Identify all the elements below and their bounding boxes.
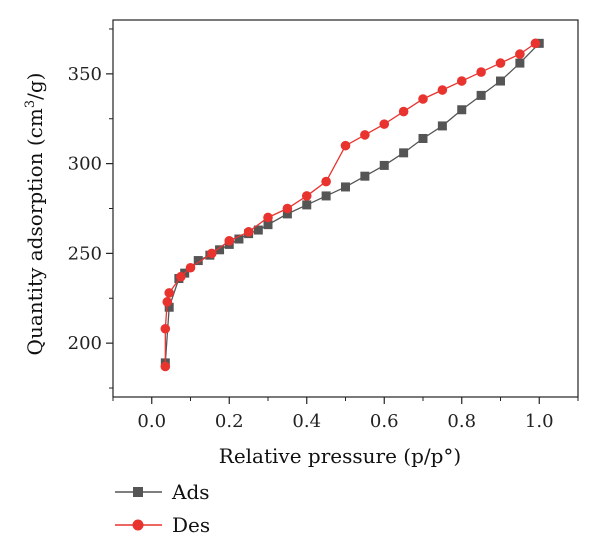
- data-point-ads: [234, 234, 244, 244]
- series-des: [160, 38, 541, 372]
- data-point-ads: [515, 58, 525, 68]
- data-point-ads: [418, 133, 428, 143]
- y-tick-label: 200: [68, 333, 102, 354]
- data-point-des: [162, 297, 173, 307]
- legend-label-des: Des: [172, 513, 210, 537]
- data-point-des: [418, 94, 428, 104]
- y-tick-label: 250: [68, 243, 102, 264]
- plot-frame: [112, 19, 579, 398]
- data-point-ads: [253, 225, 263, 235]
- x-axis-title: Relative pressure (p/p°): [219, 444, 461, 468]
- data-point-des: [515, 49, 525, 59]
- data-point-ads: [302, 200, 312, 210]
- data-point-des: [321, 176, 331, 187]
- data-point-des: [379, 119, 390, 129]
- data-point-des: [360, 130, 370, 140]
- legend-marker-des: [132, 519, 144, 531]
- data-point-des: [437, 85, 448, 95]
- data-point-des: [495, 58, 506, 68]
- data-point-des: [160, 323, 171, 334]
- x-tick-label: 1.0: [525, 411, 554, 432]
- data-point-ads: [496, 76, 505, 86]
- legend: Ads Des: [115, 480, 210, 537]
- data-point-des: [476, 67, 486, 77]
- y-tick-label: 350: [68, 64, 102, 85]
- legend-item-ads: Ads: [115, 480, 210, 504]
- y-axis-title: Quantity adsorption (cm3/g): [23, 73, 47, 356]
- x-tick-label: 0.4: [292, 411, 321, 432]
- data-point-des: [185, 262, 196, 273]
- data-point-ads: [164, 302, 174, 312]
- data-point-ads: [193, 256, 203, 266]
- data-point-ads: [379, 160, 389, 170]
- data-point-ads: [263, 220, 273, 230]
- data-point-ads: [321, 191, 331, 201]
- data-point-ads: [282, 209, 292, 219]
- data-point-des: [301, 191, 312, 201]
- data-point-des: [263, 212, 273, 223]
- data-point-des: [456, 76, 467, 86]
- legend-label-ads: Ads: [171, 480, 210, 504]
- x-axis: 0.0 0.2 0.4 0.6 0.8 1.0: [112, 397, 579, 432]
- data-point-ads: [437, 121, 447, 131]
- data-point-des: [398, 106, 409, 117]
- y-axis: 200 250 300 350: [68, 28, 113, 389]
- x-tick-label: 0.8: [447, 411, 476, 432]
- data-point-ads: [360, 171, 370, 181]
- legend-marker-ads: [133, 487, 143, 497]
- data-point-des: [207, 248, 217, 259]
- x-tick-label: 0.2: [215, 411, 244, 432]
- legend-item-des: Des: [115, 513, 210, 537]
- data-point-ads: [215, 245, 225, 255]
- data-point-des: [160, 361, 171, 372]
- data-point-des: [176, 271, 186, 282]
- x-tick-label: 0.0: [137, 411, 166, 432]
- x-tick-label: 0.6: [370, 411, 399, 432]
- data-point-des: [282, 203, 293, 214]
- data-point-ads: [341, 182, 350, 192]
- data-point-des: [243, 227, 254, 237]
- y-tick-label: 300: [68, 154, 102, 175]
- data-point-des: [530, 38, 541, 49]
- data-point-ads: [399, 148, 409, 158]
- data-point-des: [340, 140, 351, 151]
- data-point-ads: [476, 90, 486, 100]
- series-ads: [160, 38, 544, 368]
- data-point-ads: [457, 105, 467, 115]
- data-point-des: [224, 236, 235, 246]
- plot-area-border: [112, 19, 579, 398]
- data-point-des: [164, 288, 174, 298]
- plot-series: [160, 38, 544, 372]
